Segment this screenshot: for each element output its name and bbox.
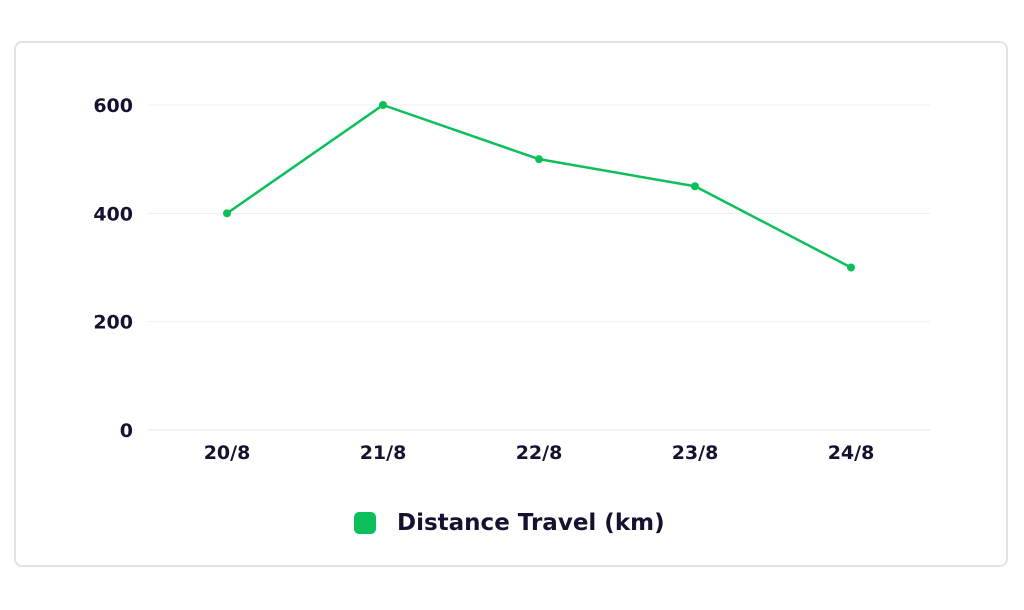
legend-swatch [354,512,376,534]
x-tick-label: 20/8 [204,442,251,464]
x-tick-label: 23/8 [672,442,719,464]
data-point-21-8[interactable] [379,101,387,109]
chart-card [14,41,1008,567]
data-point-20-8[interactable] [223,209,231,218]
data-point-23-8[interactable] [691,182,699,191]
legend[interactable]: Distance Travel (km) [354,508,665,538]
legend-label: Distance Travel (km) [397,510,665,536]
data-point-24-8[interactable] [847,263,855,272]
data-point-22-8[interactable] [535,155,543,164]
y-tick-label: 200 [93,312,133,334]
series-group [223,101,855,272]
y-tick-label: 600 [93,95,133,117]
gridlines [148,104,930,431]
y-tick-label: 400 [93,203,133,225]
x-axis: 20/8 21/8 22/8 23/8 24/8 [204,442,875,464]
series-line [225,103,853,269]
y-tick-label: 0 [120,420,133,442]
x-tick-label: 22/8 [516,442,563,464]
x-tick-label: 24/8 [828,442,875,464]
y-axis: 0 200 400 600 [93,95,133,442]
x-tick-label: 21/8 [360,442,407,464]
